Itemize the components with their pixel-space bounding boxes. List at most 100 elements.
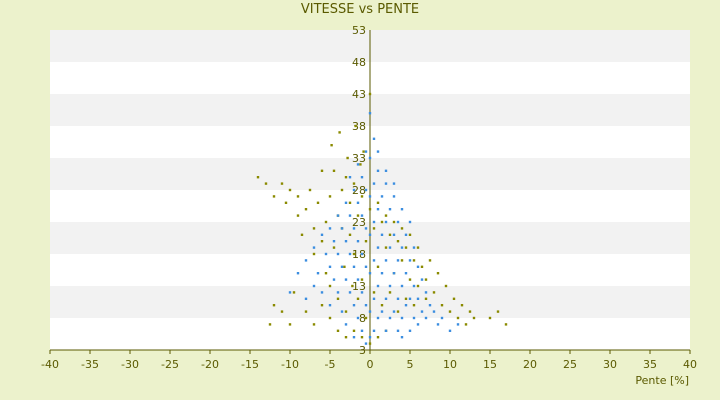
data-point <box>272 195 276 198</box>
data-point <box>424 297 428 300</box>
data-point <box>328 227 332 230</box>
data-point <box>256 176 260 179</box>
data-point <box>364 227 368 230</box>
data-point <box>376 336 380 339</box>
x-axis-label: Pente [%] <box>635 374 689 387</box>
data-point <box>428 304 432 307</box>
x-tick-label: 35 <box>643 358 657 371</box>
data-point <box>388 291 392 294</box>
data-point <box>396 220 400 224</box>
data-point <box>352 329 356 332</box>
data-point <box>364 240 368 243</box>
data-point <box>380 310 384 313</box>
data-point <box>416 297 420 300</box>
data-point <box>328 195 332 198</box>
data-point <box>364 265 368 268</box>
data-point <box>424 278 428 281</box>
data-point <box>408 297 412 300</box>
data-point <box>384 246 388 249</box>
data-point <box>452 297 456 300</box>
data-point <box>354 124 357 128</box>
data-point <box>448 329 452 332</box>
data-point <box>400 336 404 339</box>
data-point <box>356 201 360 204</box>
data-point <box>364 188 368 192</box>
data-point <box>352 304 356 307</box>
data-point <box>388 284 392 288</box>
data-point <box>330 144 333 147</box>
data-point <box>404 233 408 236</box>
data-point <box>376 265 380 268</box>
data-point <box>320 169 324 172</box>
data-point <box>280 182 284 185</box>
data-point <box>416 284 420 288</box>
data-point <box>384 297 388 300</box>
data-point <box>348 233 352 236</box>
y-tick-label: 8 <box>359 312 366 325</box>
data-point <box>420 265 424 268</box>
data-point <box>372 182 376 185</box>
data-point <box>468 310 472 313</box>
data-point <box>344 176 348 179</box>
data-point <box>456 323 460 326</box>
data-point <box>376 169 380 172</box>
data-point <box>336 214 340 217</box>
data-point <box>392 272 396 275</box>
data-point <box>356 240 360 243</box>
data-point <box>408 329 412 332</box>
data-point <box>328 265 332 268</box>
data-point <box>416 265 420 268</box>
data-point <box>384 182 388 185</box>
data-point <box>344 201 348 204</box>
y-tick-label: 23 <box>352 216 366 229</box>
data-point <box>356 316 360 320</box>
data-point <box>312 323 316 326</box>
data-point <box>288 188 292 192</box>
data-point <box>332 246 336 249</box>
data-point <box>336 252 340 256</box>
data-point <box>343 265 346 268</box>
data-point <box>400 208 404 211</box>
data-point <box>372 329 376 332</box>
data-point <box>360 329 364 332</box>
data-point <box>292 291 296 294</box>
data-point <box>400 316 404 320</box>
data-point <box>300 233 304 236</box>
data-point <box>304 259 308 262</box>
x-tick-label: 20 <box>523 358 537 371</box>
data-point <box>320 304 324 307</box>
data-point <box>364 150 368 153</box>
data-point <box>460 304 464 307</box>
data-point <box>348 201 352 204</box>
data-point <box>368 208 372 211</box>
data-point <box>284 201 288 204</box>
data-point <box>472 316 476 320</box>
x-tick-label: -25 <box>161 358 179 371</box>
y-tick-label: 3 <box>359 344 366 357</box>
data-point <box>408 220 412 224</box>
data-point <box>344 336 348 339</box>
data-point <box>336 297 340 300</box>
data-point <box>392 182 396 185</box>
data-point <box>360 214 364 217</box>
data-point <box>356 278 360 281</box>
data-point <box>412 246 416 249</box>
data-point <box>344 240 348 243</box>
data-point <box>352 227 356 230</box>
data-point <box>368 92 372 96</box>
data-point <box>368 336 372 339</box>
data-point <box>400 259 404 262</box>
data-point <box>400 284 404 288</box>
data-point <box>380 195 384 198</box>
data-point <box>320 240 324 243</box>
x-tick-label: -30 <box>121 358 139 371</box>
x-tick-label: 30 <box>603 358 617 371</box>
data-point <box>360 278 364 281</box>
data-point <box>424 291 428 294</box>
data-point <box>488 316 492 320</box>
data-point <box>362 150 365 153</box>
data-point <box>388 316 392 320</box>
